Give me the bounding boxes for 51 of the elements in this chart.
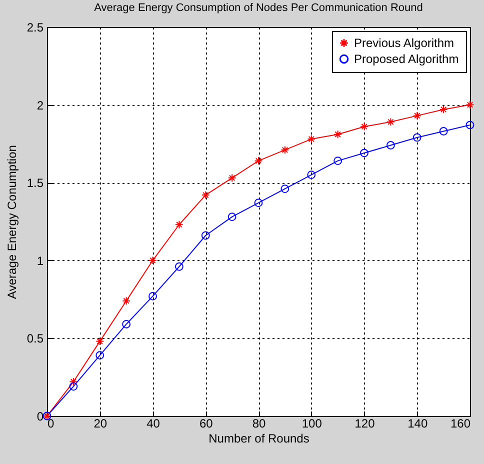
x-tick-label: 80 [252,416,266,430]
point [307,134,316,144]
point [360,148,368,158]
point [386,141,395,150]
point [280,184,290,194]
x-tick-label: 120 [354,416,376,430]
x-tick-label: 20 [94,416,108,430]
point [69,378,78,386]
point [174,220,184,229]
point [307,170,316,180]
legend-label: Proposed Algorithm [354,52,459,66]
x-tick-label: 60 [199,416,214,430]
y-tick-label: 2.5 [26,20,44,34]
point [69,382,78,391]
x-tick-label: 160 [450,416,471,430]
x-tick-label: 0 [48,416,54,430]
point [466,120,474,130]
point [360,122,368,131]
point [386,118,395,126]
point [254,156,263,166]
x-tick-label: 100 [302,416,322,430]
point [254,198,263,208]
point [334,130,342,139]
point [174,262,184,271]
point [201,190,210,200]
point [122,320,131,328]
y-tick-label: 2 [36,98,44,112]
point [96,351,104,360]
point [148,292,157,300]
point [412,111,422,120]
point [122,296,131,306]
point [148,256,157,265]
point [228,174,236,182]
point [201,231,210,240]
x-tick-label: 140 [408,416,428,430]
point [280,146,290,154]
y-axis-title: Average Energy Conumption [4,145,19,299]
legend-label: Previous Algorithm [354,36,454,50]
chart-title: Average Energy Consumption of Nodes Per Communication Round [94,2,423,14]
point [334,156,342,166]
point [466,100,474,110]
point [96,337,104,346]
y-tick-label: 0.5 [26,332,44,346]
x-tick-label: 40 [146,416,160,430]
point [439,105,448,114]
point [412,133,422,142]
y-tick-label: 1.5 [26,176,44,190]
x-axis-title: Number of Rounds [208,432,310,446]
point [439,127,448,136]
y-tick-label: 1 [36,254,44,268]
point [228,212,236,222]
